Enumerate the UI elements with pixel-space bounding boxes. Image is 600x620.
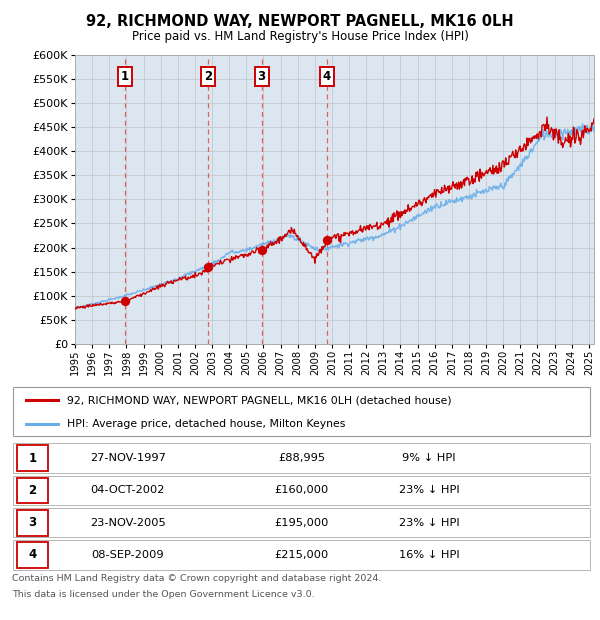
Text: 92, RICHMOND WAY, NEWPORT PAGNELL, MK16 0LH: 92, RICHMOND WAY, NEWPORT PAGNELL, MK16 … [86,14,514,29]
Text: Contains HM Land Registry data © Crown copyright and database right 2024.: Contains HM Land Registry data © Crown c… [12,574,382,583]
FancyBboxPatch shape [17,445,49,471]
Text: HPI: Average price, detached house, Milton Keynes: HPI: Average price, detached house, Milt… [67,419,346,430]
Text: 08-SEP-2009: 08-SEP-2009 [91,550,164,560]
FancyBboxPatch shape [13,476,590,505]
Text: Price paid vs. HM Land Registry's House Price Index (HPI): Price paid vs. HM Land Registry's House … [131,30,469,43]
Text: £215,000: £215,000 [274,550,329,560]
FancyBboxPatch shape [13,443,590,473]
Text: 16% ↓ HPI: 16% ↓ HPI [398,550,459,560]
Text: 3: 3 [257,70,266,83]
Text: 23-NOV-2005: 23-NOV-2005 [90,518,166,528]
Text: 9% ↓ HPI: 9% ↓ HPI [402,453,455,463]
Text: 4: 4 [28,549,37,561]
Text: 23% ↓ HPI: 23% ↓ HPI [398,518,459,528]
FancyBboxPatch shape [13,508,590,538]
Text: 23% ↓ HPI: 23% ↓ HPI [398,485,459,495]
Point [257,245,266,255]
Text: This data is licensed under the Open Government Licence v3.0.: This data is licensed under the Open Gov… [12,590,314,600]
Text: £195,000: £195,000 [274,518,329,528]
FancyBboxPatch shape [17,477,49,503]
FancyBboxPatch shape [13,540,590,570]
Text: 1: 1 [121,70,129,83]
Point [322,236,331,246]
Text: 92, RICHMOND WAY, NEWPORT PAGNELL, MK16 0LH (detached house): 92, RICHMOND WAY, NEWPORT PAGNELL, MK16 … [67,396,452,405]
Text: £160,000: £160,000 [274,485,329,495]
Text: 04-OCT-2002: 04-OCT-2002 [91,485,165,495]
Text: 1: 1 [28,452,37,464]
Text: £88,995: £88,995 [278,453,325,463]
Text: 2: 2 [203,70,212,83]
FancyBboxPatch shape [17,510,49,536]
Text: 3: 3 [28,516,37,529]
FancyBboxPatch shape [17,542,49,568]
Point [203,262,212,272]
Text: 2: 2 [28,484,37,497]
Point [120,296,130,306]
Text: 4: 4 [322,70,331,83]
FancyBboxPatch shape [13,388,590,436]
Text: 27-NOV-1997: 27-NOV-1997 [90,453,166,463]
